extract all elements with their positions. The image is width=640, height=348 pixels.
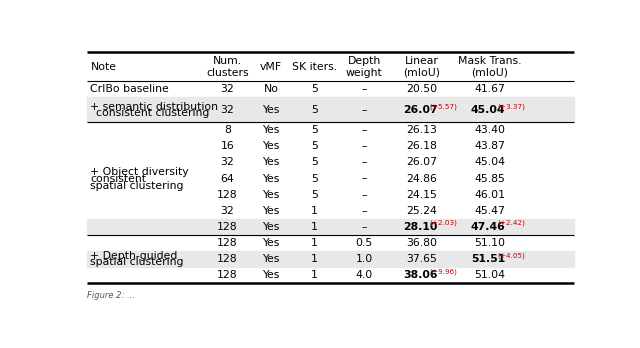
Text: 41.67: 41.67 bbox=[474, 85, 506, 94]
Text: Yes: Yes bbox=[262, 125, 280, 135]
Text: 1.0: 1.0 bbox=[356, 254, 373, 264]
Text: 51.10: 51.10 bbox=[474, 238, 506, 248]
Text: 32: 32 bbox=[220, 85, 234, 94]
Text: Yes: Yes bbox=[262, 222, 280, 232]
Text: Depth
weight: Depth weight bbox=[346, 56, 383, 78]
Text: (+2.03): (+2.03) bbox=[429, 220, 457, 227]
Text: 128: 128 bbox=[217, 222, 237, 232]
Text: –: – bbox=[362, 105, 367, 115]
Text: 1: 1 bbox=[311, 270, 317, 280]
Text: Yes: Yes bbox=[262, 105, 280, 115]
Text: –: – bbox=[362, 141, 367, 151]
Text: 28.10: 28.10 bbox=[403, 222, 437, 232]
Text: 20.50: 20.50 bbox=[406, 85, 438, 94]
Text: CrIBo baseline: CrIBo baseline bbox=[90, 85, 169, 94]
Text: Yes: Yes bbox=[262, 158, 280, 167]
Text: 45.04: 45.04 bbox=[470, 105, 505, 115]
Text: 8: 8 bbox=[224, 125, 230, 135]
Text: 128: 128 bbox=[217, 190, 237, 200]
Text: + Depth-guided: + Depth-guided bbox=[90, 251, 178, 261]
Text: spatial clustering: spatial clustering bbox=[90, 257, 184, 267]
Text: 32: 32 bbox=[220, 105, 234, 115]
Text: 0.5: 0.5 bbox=[356, 238, 373, 248]
Text: No: No bbox=[264, 85, 278, 94]
Text: 5: 5 bbox=[311, 125, 317, 135]
Text: 32: 32 bbox=[220, 206, 234, 216]
Text: 5: 5 bbox=[311, 158, 317, 167]
Text: 45.47: 45.47 bbox=[474, 206, 506, 216]
Text: 26.18: 26.18 bbox=[406, 141, 438, 151]
Text: 26.13: 26.13 bbox=[406, 125, 438, 135]
Text: (+9.96): (+9.96) bbox=[429, 268, 457, 275]
Text: consistent clustering: consistent clustering bbox=[97, 108, 210, 118]
Text: 26.07: 26.07 bbox=[403, 105, 437, 115]
Text: 5: 5 bbox=[311, 105, 317, 115]
Text: 5: 5 bbox=[311, 190, 317, 200]
Text: spatial clustering: spatial clustering bbox=[90, 181, 184, 190]
Text: –: – bbox=[362, 85, 367, 94]
Text: vMF: vMF bbox=[260, 62, 282, 72]
Text: –: – bbox=[362, 158, 367, 167]
Text: 16: 16 bbox=[220, 141, 234, 151]
Text: –: – bbox=[362, 222, 367, 232]
Text: consistent: consistent bbox=[90, 174, 147, 183]
Text: 1: 1 bbox=[311, 206, 317, 216]
Text: 128: 128 bbox=[217, 238, 237, 248]
Text: Yes: Yes bbox=[262, 141, 280, 151]
Text: 128: 128 bbox=[217, 254, 237, 264]
Text: 43.87: 43.87 bbox=[474, 141, 506, 151]
Text: 51.51: 51.51 bbox=[471, 254, 505, 264]
Text: 5: 5 bbox=[311, 141, 317, 151]
Text: –: – bbox=[362, 190, 367, 200]
Text: 1: 1 bbox=[311, 254, 317, 264]
Text: + Object diversity: + Object diversity bbox=[90, 167, 189, 176]
Text: Yes: Yes bbox=[262, 174, 280, 183]
Text: 25.24: 25.24 bbox=[406, 206, 438, 216]
Text: –: – bbox=[362, 174, 367, 183]
Text: 32: 32 bbox=[220, 158, 234, 167]
Text: 1: 1 bbox=[311, 222, 317, 232]
Text: (+3.37): (+3.37) bbox=[497, 103, 525, 110]
Text: (+4.05): (+4.05) bbox=[497, 252, 525, 259]
Text: Yes: Yes bbox=[262, 238, 280, 248]
Text: 47.46: 47.46 bbox=[470, 222, 505, 232]
Text: Linear
(mIoU): Linear (mIoU) bbox=[404, 56, 440, 78]
Text: 5: 5 bbox=[311, 85, 317, 94]
Text: 1: 1 bbox=[311, 238, 317, 248]
Text: 37.65: 37.65 bbox=[406, 254, 438, 264]
Bar bbox=[88, 97, 573, 122]
Text: Yes: Yes bbox=[262, 270, 280, 280]
Bar bbox=[88, 219, 573, 235]
Text: 45.04: 45.04 bbox=[474, 158, 506, 167]
Text: 128: 128 bbox=[217, 270, 237, 280]
Text: Num.
clusters: Num. clusters bbox=[206, 56, 248, 78]
Text: 24.86: 24.86 bbox=[406, 174, 438, 183]
Text: –: – bbox=[362, 206, 367, 216]
Text: 24.15: 24.15 bbox=[406, 190, 438, 200]
Text: + semantic distribution: + semantic distribution bbox=[90, 102, 218, 112]
Text: 38.06: 38.06 bbox=[403, 270, 437, 280]
Text: 46.01: 46.01 bbox=[474, 190, 506, 200]
Text: Mask Trans.
(mIoU): Mask Trans. (mIoU) bbox=[458, 56, 522, 78]
Text: 51.04: 51.04 bbox=[474, 270, 506, 280]
Text: (+2.42): (+2.42) bbox=[497, 220, 525, 227]
Text: SK iters.: SK iters. bbox=[292, 62, 337, 72]
Text: 26.07: 26.07 bbox=[406, 158, 438, 167]
Text: 5: 5 bbox=[311, 174, 317, 183]
Text: 36.80: 36.80 bbox=[406, 238, 438, 248]
Text: –: – bbox=[362, 125, 367, 135]
Text: (+5.57): (+5.57) bbox=[429, 103, 457, 110]
Text: Note: Note bbox=[90, 62, 116, 72]
Bar bbox=[88, 251, 573, 267]
Text: 4.0: 4.0 bbox=[356, 270, 373, 280]
Text: Yes: Yes bbox=[262, 254, 280, 264]
Text: 43.40: 43.40 bbox=[474, 125, 506, 135]
Text: 45.85: 45.85 bbox=[474, 174, 506, 183]
Text: Figure 2: ...: Figure 2: ... bbox=[88, 291, 135, 300]
Text: Yes: Yes bbox=[262, 206, 280, 216]
Text: Yes: Yes bbox=[262, 190, 280, 200]
Text: 64: 64 bbox=[220, 174, 234, 183]
